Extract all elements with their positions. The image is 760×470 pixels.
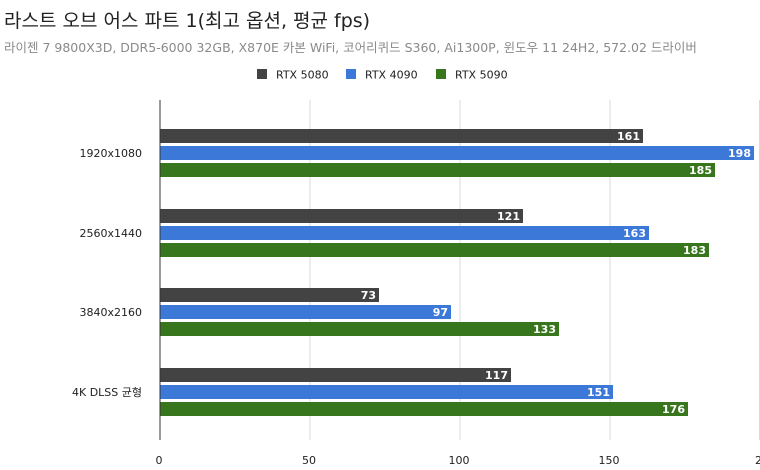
category-label: 3840x2160	[80, 306, 143, 319]
x-tick-label: 0	[156, 454, 163, 467]
legend-label: RTX 4090	[365, 69, 418, 82]
data-label: 151	[587, 386, 610, 399]
bar	[160, 288, 379, 302]
legend-label: RTX 5090	[455, 69, 508, 82]
x-tick-label: 2	[755, 454, 760, 467]
data-label: 198	[728, 147, 751, 160]
legend-swatch	[436, 69, 446, 79]
legend-label: RTX 5080	[276, 69, 329, 82]
legend-swatch	[346, 69, 356, 79]
bar	[160, 368, 511, 382]
data-label: 163	[623, 227, 646, 240]
legend-swatch	[257, 69, 267, 79]
data-label: 97	[433, 306, 448, 319]
bar	[160, 305, 451, 319]
chart-subtitle: 라이젠 7 9800X3D, DDR5-6000 32GB, X870E 카본 …	[4, 40, 697, 55]
category-label: 4K DLSS 균형	[72, 386, 142, 399]
chart-title: 라스트 오브 어스 파트 1(최고 옵션, 평균 fps)	[4, 10, 371, 32]
bar	[160, 163, 715, 177]
data-label: 161	[617, 130, 640, 143]
bar	[160, 385, 613, 399]
data-label: 117	[485, 369, 508, 382]
bar	[160, 322, 559, 336]
x-tick-label: 100	[449, 454, 470, 467]
data-label: 121	[497, 210, 520, 223]
bar	[160, 402, 688, 416]
x-tick-label: 50	[302, 454, 316, 467]
category-label: 2560x1440	[80, 227, 143, 240]
bar	[160, 243, 709, 257]
x-tick-label: 150	[599, 454, 620, 467]
data-label: 183	[683, 244, 706, 257]
data-label: 133	[533, 323, 556, 336]
bar	[160, 146, 754, 160]
bar	[160, 226, 649, 240]
data-label: 185	[689, 164, 712, 177]
category-label: 1920x1080	[80, 147, 143, 160]
bar	[160, 129, 643, 143]
bar	[160, 209, 523, 223]
data-label: 73	[361, 289, 376, 302]
data-label: 176	[662, 403, 685, 416]
